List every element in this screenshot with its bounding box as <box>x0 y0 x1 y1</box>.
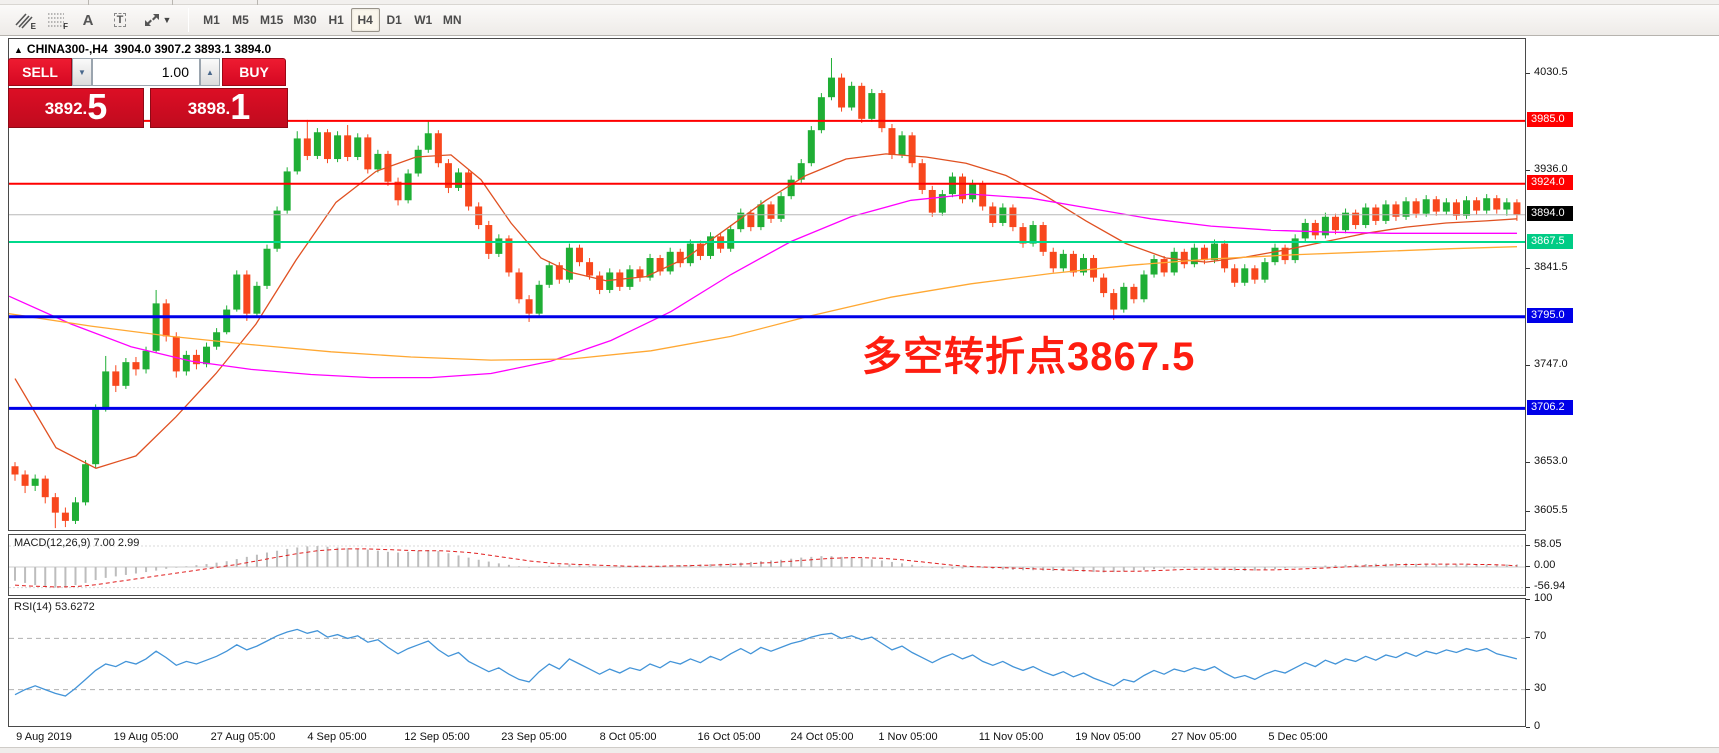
axis-tick-label: 4030.5 <box>1534 66 1568 78</box>
price-badge-3867.5: 3867.5 <box>1527 233 1573 249</box>
timeframe-button-m30[interactable]: M30 <box>293 13 317 27</box>
ask-price-box[interactable]: 3898. 1 <box>150 88 288 128</box>
timeframe-group: M1 M5 M15 M30 H1 H4 D1 W1 MN <box>197 8 467 32</box>
volume-decrease-button[interactable]: ▼ <box>72 58 92 86</box>
chevron-down-icon: ▼ <box>162 15 172 25</box>
price-badge-3795.0: 3795.0 <box>1527 308 1573 324</box>
date-label: 12 Sep 05:00 <box>404 731 470 743</box>
axis-tick-mark <box>1526 586 1530 588</box>
text-tool-icon[interactable]: A <box>72 7 104 33</box>
date-label: 19 Nov 05:00 <box>1075 731 1141 743</box>
date-label: 5 Dec 05:00 <box>1268 731 1328 743</box>
date-label: 24 Oct 05:00 <box>790 731 854 743</box>
axis-tick-mark <box>1526 688 1530 690</box>
one-click-trade-panel: SELL ▼ ▲ BUY 3892.5 3898.1 <box>8 58 288 128</box>
tool-sub-label: F <box>63 22 68 31</box>
crosshair-lines-tool-icon[interactable]: E <box>8 7 40 33</box>
chart-annotation-text: 多空转折点3867.5 <box>862 335 1196 379</box>
axis-tick-mark <box>1526 637 1530 639</box>
date-label: 16 Oct 05:00 <box>697 731 761 743</box>
axis-tick-label: 58.05 <box>1534 538 1562 550</box>
axis-tick-mark <box>1526 511 1530 513</box>
timeframe-button-m5[interactable]: M5 <box>232 13 249 27</box>
arrows-tool-icon[interactable]: ▼ <box>136 7 178 33</box>
axis-tick-mark <box>1526 73 1530 74</box>
axis-tick-label: 30 <box>1534 681 1547 694</box>
axis-tick-mark <box>1526 267 1530 269</box>
toolbar: E F A T ▼ M1 M5 M15 M30 H1 H4 D1 W1 MN <box>0 5 1719 36</box>
macd-label: MACD(12,26,9) 7.00 2.99 <box>14 537 140 549</box>
timeframe-button-m1[interactable]: M1 <box>203 13 220 27</box>
axis-tick-mark <box>1526 462 1530 464</box>
axis-tick-label: 0 <box>1534 720 1541 732</box>
volume-input[interactable] <box>92 58 200 86</box>
chart-header: ▲ CHINA300-,H4 3904.0 3907.2 3893.1 3894.… <box>14 42 271 56</box>
axis-tick-label: 0.00 <box>1534 559 1556 571</box>
bid-price-box[interactable]: 3892. 5 <box>8 88 144 128</box>
ask-main-digits: 3898 <box>187 99 226 118</box>
date-axis: 9 Aug 2019 19 Aug 05:00 27 Aug 05:00 4 Sep … <box>8 728 1526 747</box>
axis-tick-label: 3841.5 <box>1534 260 1568 273</box>
axis-tick-label: 3936.0 <box>1534 163 1568 176</box>
date-label: 4 Sep 05:00 <box>307 731 367 743</box>
date-label: 23 Sep 05:00 <box>501 731 567 743</box>
price-axis: 4030.5 3936.0 3841.5 3747.0 3653.0 3605.5 3985… <box>1526 38 1719 732</box>
rsi-panel[interactable]: RSI(14) 53.6272 <box>8 598 1526 727</box>
axis-tick-label: 3747.0 <box>1534 358 1568 371</box>
buy-button[interactable]: BUY <box>222 58 286 86</box>
ask-dot: . <box>225 99 231 118</box>
axis-tick-mark <box>1526 365 1530 367</box>
symbol-title: CHINA300-,H4 <box>26 42 108 56</box>
label-tool-glyph: T <box>113 13 127 27</box>
fibo-grid-tool-icon[interactable]: F <box>40 7 72 33</box>
macd-panel[interactable]: MACD(12,26,9) 7.00 2.99 <box>8 534 1526 596</box>
date-label: 11 Nov 05:00 <box>978 731 1044 743</box>
price-badge-3706.2: 3706.2 <box>1527 399 1573 415</box>
timeframe-button-h4[interactable]: H4 <box>350 8 380 32</box>
bid-dot: . <box>82 99 88 118</box>
price-badge-3924.0: 3924.0 <box>1527 175 1573 191</box>
bid-main-digits: 3892 <box>44 99 83 118</box>
toolbar-separator <box>188 8 189 32</box>
window-tab-strip <box>0 0 1719 5</box>
price-badge-3985.0: 3985.0 <box>1527 112 1573 128</box>
price-badge-3894.0: 3894.0 <box>1527 206 1573 222</box>
date-label: 19 Aug 05:00 <box>113 731 179 743</box>
bid-big-digit: 5 <box>87 86 108 127</box>
axis-tick-label: 3605.5 <box>1534 504 1568 517</box>
axis-tick-label: 3653.0 <box>1534 455 1568 468</box>
axis-tick-mark <box>1526 599 1530 600</box>
tool-sub-label: E <box>30 22 36 31</box>
date-label: 8 Oct 05:00 <box>599 731 657 743</box>
timeframe-button-d1[interactable]: D1 <box>386 13 402 27</box>
axis-tick-mark <box>1526 545 1530 546</box>
ask-big-digit: 1 <box>230 86 251 127</box>
volume-increase-button[interactable]: ▲ <box>200 58 220 86</box>
main-chart-panel[interactable] <box>8 38 1526 531</box>
text-tool-glyph: A <box>82 11 94 29</box>
date-label: 1 Nov 05:00 <box>878 731 938 743</box>
date-label: 27 Aug 05:00 <box>210 731 276 743</box>
timeframe-button-h1[interactable]: H1 <box>328 13 344 27</box>
axis-tick-mark <box>1526 566 1530 567</box>
axis-tick-label: 70 <box>1534 630 1547 643</box>
date-label: 27 Nov 05:00 <box>1171 731 1237 743</box>
axis-tick-label: -56.94 <box>1534 579 1566 592</box>
sell-button[interactable]: SELL <box>8 58 72 86</box>
date-label: 9 Aug 2019 <box>16 731 72 743</box>
axis-tick-mark <box>1526 727 1530 728</box>
axis-tick-mark <box>1526 170 1530 172</box>
one-click-toggle-icon[interactable]: ▲ <box>14 45 23 55</box>
timeframe-button-w1[interactable]: W1 <box>414 13 433 27</box>
rsi-label: RSI(14) 53.6272 <box>14 601 95 613</box>
ohlc-values: 3904.0 3907.2 3893.1 3894.0 <box>114 42 272 56</box>
axis-tick-label: 100 <box>1534 592 1553 604</box>
label-tool-icon[interactable]: T <box>104 7 136 33</box>
timeframe-button-m15[interactable]: M15 <box>260 13 284 27</box>
status-strip <box>0 747 1719 753</box>
timeframe-button-mn[interactable]: MN <box>442 13 462 27</box>
